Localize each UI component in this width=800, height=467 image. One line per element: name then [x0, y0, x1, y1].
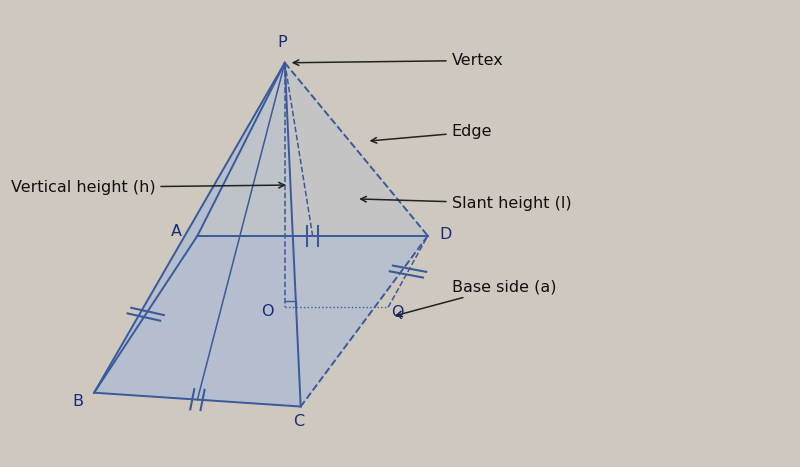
- Text: A: A: [170, 224, 182, 239]
- Text: Vertical height (h): Vertical height (h): [10, 180, 284, 195]
- Text: B: B: [73, 395, 84, 410]
- Text: C: C: [294, 414, 305, 429]
- Text: Edge: Edge: [371, 125, 492, 143]
- Text: Vertex: Vertex: [294, 53, 503, 68]
- Text: P: P: [278, 35, 287, 50]
- Polygon shape: [94, 63, 301, 407]
- Polygon shape: [94, 63, 285, 393]
- Text: D: D: [439, 227, 451, 242]
- Polygon shape: [285, 63, 428, 407]
- Text: Q: Q: [391, 305, 404, 320]
- Text: Base side (a): Base side (a): [396, 279, 556, 317]
- Text: O: O: [261, 304, 274, 318]
- Polygon shape: [94, 236, 428, 407]
- Text: Slant height (l): Slant height (l): [361, 196, 571, 211]
